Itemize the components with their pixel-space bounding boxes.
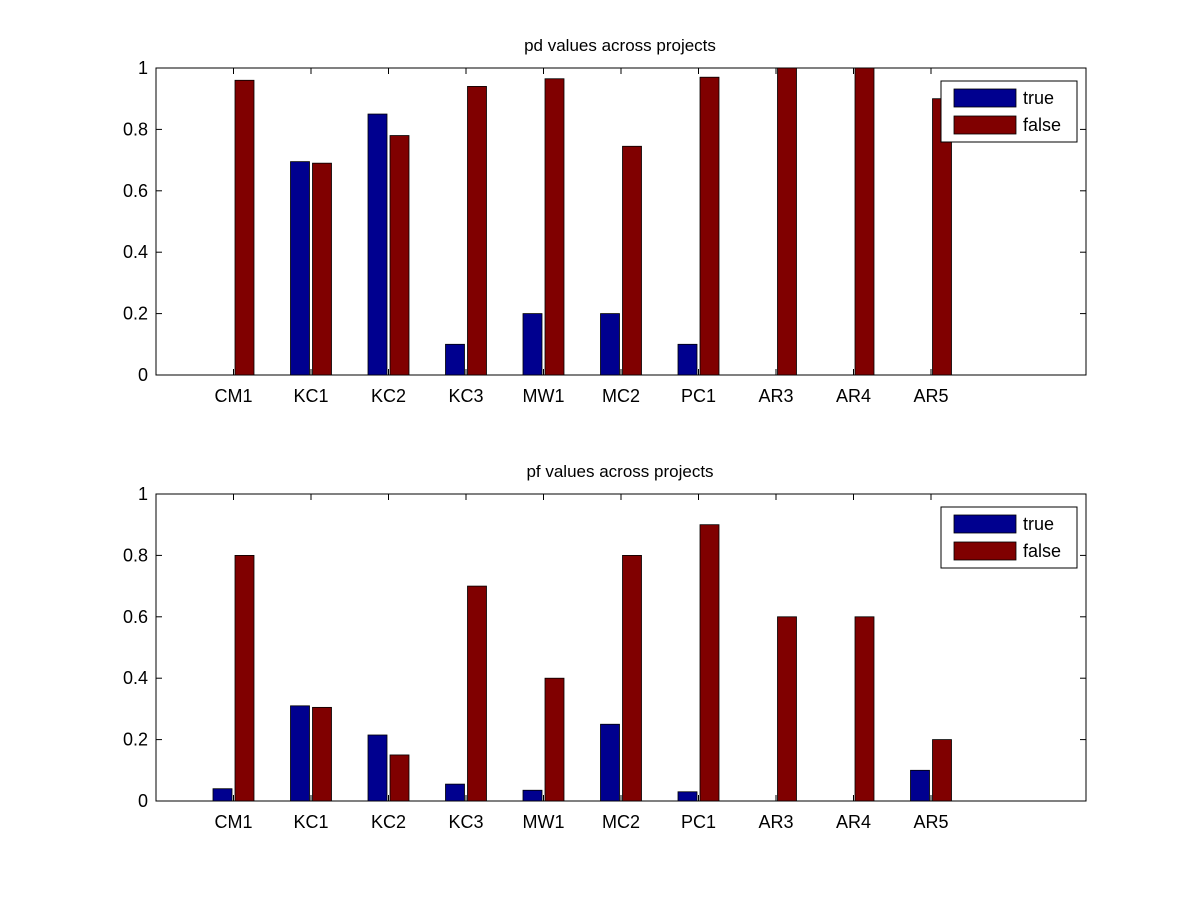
pd-bar-false-kc1 [312, 162, 332, 376]
pd-bar-false-ar4 [854, 67, 875, 376]
pd-plot-area [155, 67, 1087, 376]
pd-x-tick-label: PC1 [681, 386, 716, 406]
pf-legend: true false [940, 506, 1078, 569]
pd-x-tick-label: MC2 [602, 386, 640, 406]
pf-bar-true-kc3 [445, 783, 465, 802]
pf-x-tick-label: AR5 [913, 812, 948, 832]
pd-bar-false-mc2 [622, 145, 642, 376]
pf-bar-false-mc2 [622, 555, 642, 802]
pf-bar-true-ar5 [910, 769, 930, 802]
pd-chart-title: pd values across projects [524, 36, 716, 55]
pf-x-tick-label: PC1 [681, 812, 716, 832]
pf-y-tick-label: 0 [138, 791, 148, 811]
pd-bar-false-ar3 [777, 67, 797, 376]
pf-legend-label-true: true [1023, 514, 1054, 534]
pd-legend-label-false: false [1023, 115, 1061, 135]
pf-legend-swatch-true [953, 514, 1017, 534]
pd-x-tick-label: KC3 [448, 386, 483, 406]
pf-bar-true-cm1 [212, 788, 233, 802]
pd-x-tick-label: AR5 [913, 386, 948, 406]
pd-bars [234, 67, 952, 376]
pd-y-tick-label: 0 [138, 365, 148, 385]
pd-bar-true-pc1 [677, 343, 698, 376]
pd-bar-true-kc1 [290, 161, 310, 376]
pf-y-tick-label: 0.2 [123, 730, 148, 750]
pd-bar-true-mc2 [600, 313, 620, 376]
pf-bar-false-kc3 [467, 585, 487, 802]
pd-x-tick-label: KC1 [293, 386, 328, 406]
pf-bar-false-ar4 [854, 616, 875, 802]
pd-x-tick-label: MW1 [523, 386, 565, 406]
pf-chart-title: pf values across projects [526, 462, 713, 481]
pf-bar-true-kc2 [367, 734, 388, 802]
pd-y-tick-label: 0.4 [123, 242, 148, 262]
pf-bar-false-pc1 [699, 524, 720, 802]
pd-x-tick-label: KC2 [371, 386, 406, 406]
pf-bar-true-mw1 [522, 789, 543, 802]
pd-bar-true-kc2 [367, 113, 388, 376]
pf-x-tick-label: AR3 [758, 812, 793, 832]
pf-bar-false-mw1 [544, 677, 565, 802]
pf-bar-false-ar3 [777, 616, 797, 802]
pf-y-tick-label: 1 [138, 484, 148, 504]
pd-x-tick-label: CM1 [214, 386, 252, 406]
pd-y-ticks: 0 0.2 0.4 0.6 0.8 1 [123, 58, 1086, 385]
pf-x-tick-label: CM1 [214, 812, 252, 832]
pf-bar-true-kc1 [290, 705, 310, 802]
pf-bar-true-mc2 [600, 723, 620, 802]
pd-bar-false-pc1 [699, 76, 720, 376]
pf-bar-true-pc1 [677, 791, 698, 802]
pf-y-tick-label: 0.8 [123, 545, 148, 565]
pd-x-tick-label: AR3 [758, 386, 793, 406]
pf-y-ticks: 0 0.2 0.4 0.6 0.8 1 [123, 484, 1086, 811]
pd-y-tick-label: 0.2 [123, 304, 148, 324]
pf-legend-swatch-false [953, 541, 1017, 561]
pf-x-ticks: CM1 KC1 KC2 KC3 MW1 MC2 PC1 AR3 AR4 AR5 [214, 494, 949, 832]
pf-x-tick-label: MC2 [602, 812, 640, 832]
pd-bar-true-mw1 [522, 313, 543, 376]
pf-chart: pf values across projects 0 0.2 0.4 0.6 0.8 1… [123, 462, 1087, 832]
pf-legend-label-false: false [1023, 541, 1061, 561]
pd-bar-false-mw1 [544, 78, 565, 376]
pd-bar-true-kc3 [445, 343, 465, 376]
pf-bar-false-kc2 [389, 754, 410, 802]
pd-bar-false-cm1 [234, 79, 255, 376]
pf-x-tick-label: AR4 [836, 812, 871, 832]
pd-y-tick-label: 1 [138, 58, 148, 78]
pf-bar-false-cm1 [234, 555, 255, 802]
pd-bar-false-kc3 [467, 86, 487, 376]
pd-y-tick-label: 0.6 [123, 181, 148, 201]
pd-x-tick-label: AR4 [836, 386, 871, 406]
pf-y-tick-label: 0.6 [123, 607, 148, 627]
pd-x-ticks: CM1 KC1 KC2 KC3 MW1 MC2 PC1 AR3 AR4 AR5 [214, 68, 949, 406]
pf-bar-false-kc1 [312, 706, 332, 802]
pd-legend: true false [940, 80, 1078, 143]
pd-y-tick-label: 0.8 [123, 119, 148, 139]
pf-x-tick-label: KC2 [371, 812, 406, 832]
pd-chart: pd values across projects 0 0.2 0.4 0.6 0.8 1… [123, 36, 1087, 406]
pf-bars [212, 524, 952, 802]
pf-x-tick-label: MW1 [523, 812, 565, 832]
pf-x-tick-label: KC1 [293, 812, 328, 832]
pd-legend-label-true: true [1023, 88, 1054, 108]
pd-legend-swatch-true [953, 88, 1017, 108]
pf-bar-false-ar5 [932, 739, 952, 802]
pd-bar-false-kc2 [389, 135, 410, 376]
pf-y-tick-label: 0.4 [123, 668, 148, 688]
pd-legend-swatch-false [953, 115, 1017, 135]
pf-x-tick-label: KC3 [448, 812, 483, 832]
